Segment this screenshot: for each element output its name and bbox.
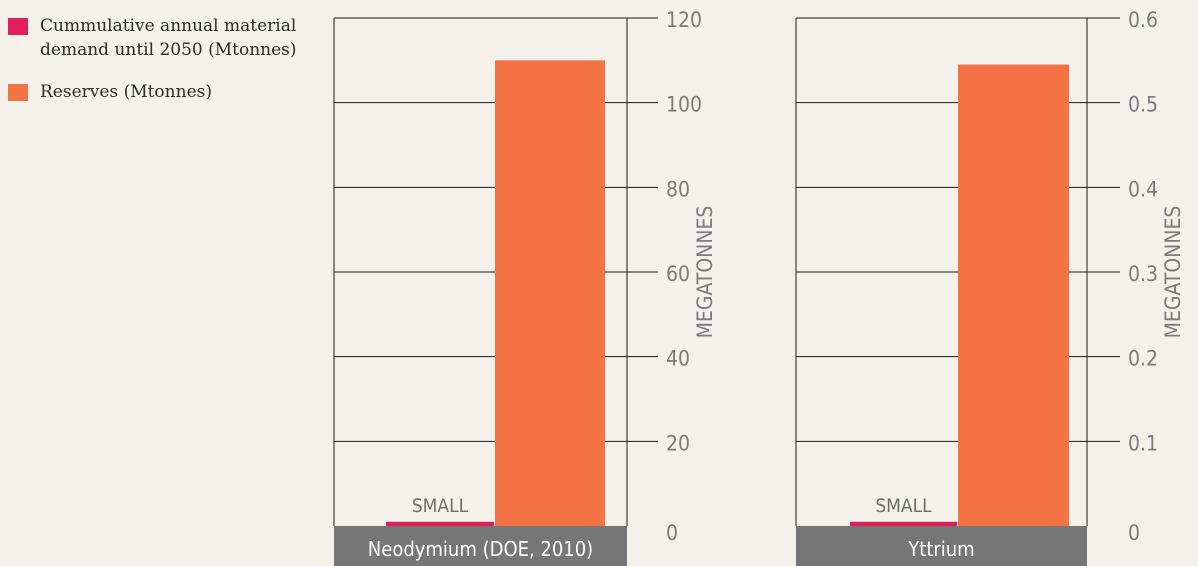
legend-label-reserves: Reserves (Mtonnes) [40, 82, 212, 102]
legend: Cummulative annual material demand until… [8, 14, 308, 122]
y-tick-label: 60 [666, 262, 690, 286]
bar-demand [850, 521, 957, 526]
y-tick-label: 0.1 [1128, 431, 1158, 455]
bar-reserves [495, 60, 605, 526]
y-tick-label: 0.6 [1128, 8, 1158, 32]
legend-swatch-reserves [8, 84, 28, 101]
legend-item-reserves: Reserves (Mtonnes) [8, 80, 308, 104]
category-label-background [334, 526, 627, 566]
category-label: Yttrium [907, 537, 974, 561]
legend-swatch-demand [8, 18, 28, 35]
y-tick-label: 120 [666, 8, 702, 32]
category-label-background [796, 526, 1087, 566]
y-tick-label: 80 [666, 177, 690, 201]
y-tick-label: 20 [666, 431, 690, 455]
y-tick-label: 0.4 [1128, 177, 1158, 201]
bar-annotation-small: SMALL [875, 495, 932, 517]
legend-item-demand: Cummulative annual material demand until… [8, 14, 308, 62]
y-tick-label: 40 [666, 347, 690, 371]
y-axis-title: MEGATONNES [693, 206, 717, 339]
y-tick-label: 0.2 [1128, 347, 1158, 371]
bar-annotation-small: SMALL [412, 495, 469, 517]
bar-demand [386, 521, 494, 526]
bar-reserves [958, 64, 1069, 527]
y-tick-label: 0.3 [1128, 262, 1158, 286]
y-axis-title: MEGATONNES [1161, 206, 1185, 339]
category-label: Neodymium (DOE, 2010) [368, 537, 593, 561]
legend-label-demand: Cummulative annual material demand until… [40, 16, 297, 60]
chart-1: 0 20 40 60 80 100 120 SMALL Neodymium (DOE, 2010… [333, 8, 717, 566]
y-tick-label: 0.5 [1128, 93, 1158, 117]
y-tick-label: 100 [666, 93, 702, 117]
y-tick-label: 0 [666, 521, 678, 545]
chart-2: 0 0.1 0.2 0.3 0.4 0.5 0.6 SMALL Yttrium MEGATONNE… [795, 8, 1185, 566]
y-tick-label: 0 [1128, 521, 1140, 545]
